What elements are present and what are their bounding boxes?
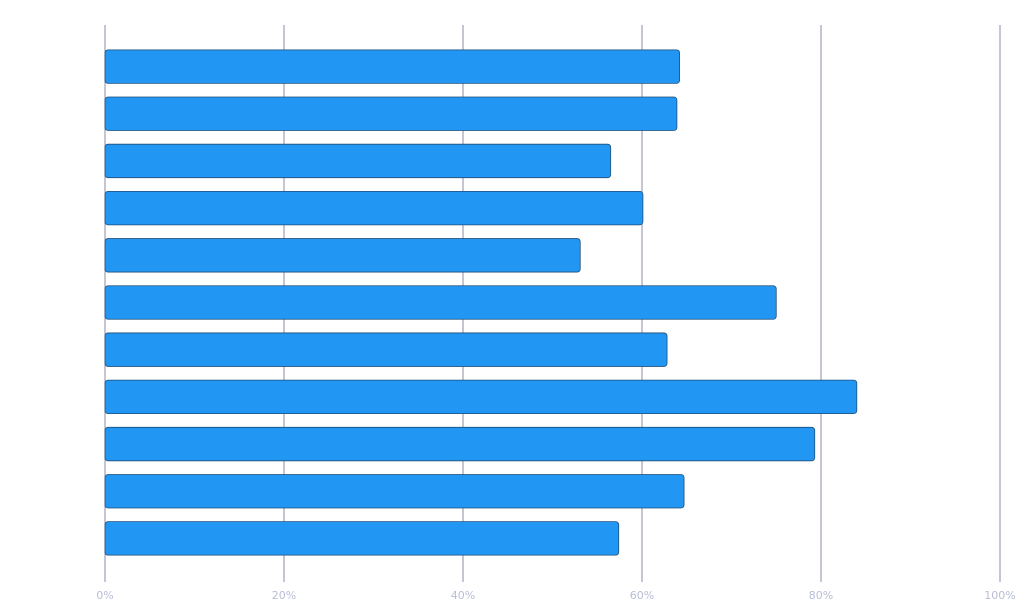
x-tick-label: 20%: [272, 589, 296, 602]
x-tick-label: 60%: [630, 589, 654, 602]
bar: [104, 474, 685, 509]
x-tick-label: 100%: [984, 589, 1015, 602]
bar: [104, 190, 644, 226]
bar: [104, 379, 858, 415]
bar: [104, 238, 581, 273]
bar: [104, 285, 777, 320]
x-tick-label: 0%: [96, 589, 113, 602]
bar: [104, 96, 678, 131]
bar: [104, 521, 620, 556]
x-tick-label: 40%: [451, 589, 475, 602]
bar: [104, 49, 680, 84]
bar: [104, 426, 816, 462]
x-tick-label: 80%: [809, 589, 833, 602]
bar: [104, 143, 612, 179]
bar: [104, 332, 668, 367]
